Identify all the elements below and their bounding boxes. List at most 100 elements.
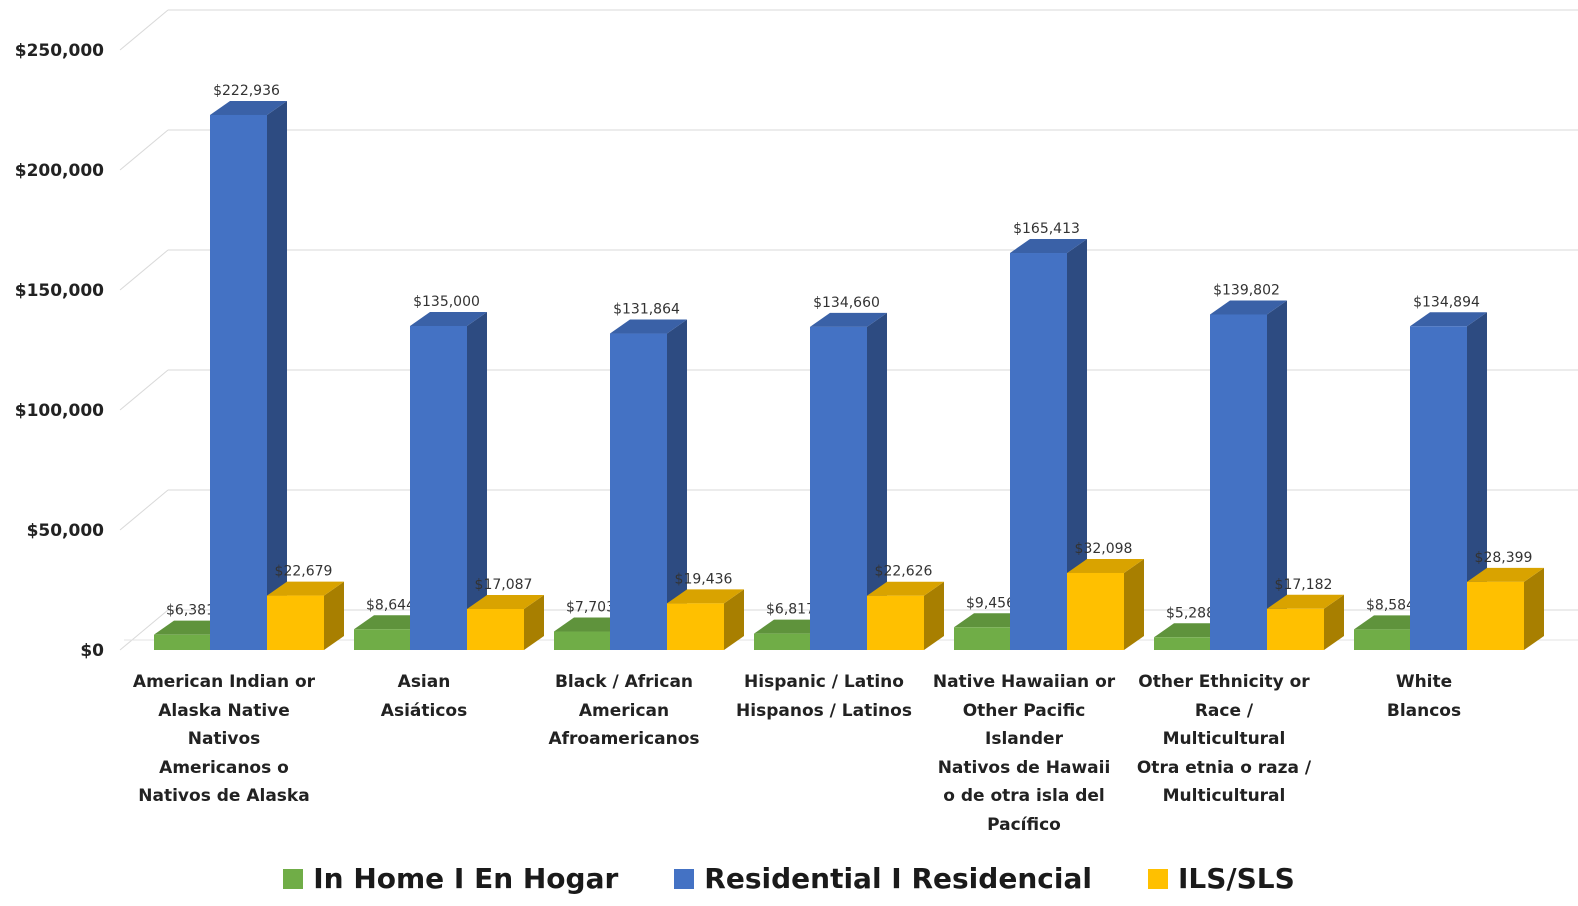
bar-side: [924, 581, 944, 650]
data-label: $131,864: [613, 302, 680, 318]
bar: [1010, 253, 1067, 651]
bar-side: [724, 589, 744, 650]
legend-item: ILS/SLS: [1147, 862, 1295, 895]
gridline-depth: [119, 9, 169, 51]
bar-2-1: [467, 594, 544, 650]
gridline-depth: [119, 489, 169, 531]
bar-top: [667, 589, 744, 604]
bar-2-0: [267, 581, 344, 650]
data-label: $17,182: [1275, 577, 1333, 593]
bar-side: [1124, 558, 1144, 650]
bar-side: [867, 312, 887, 650]
bar-top: [210, 100, 287, 115]
legend-item: In Home I En Hogar: [283, 862, 618, 895]
bar-1-3: [810, 312, 887, 650]
data-label: $6,381: [166, 603, 215, 619]
legend-swatch: [1147, 868, 1168, 889]
bar-1-2: [610, 319, 687, 650]
category-label: American Indian or Alaska Native Nativos…: [132, 672, 316, 806]
data-label: $28,399: [1475, 550, 1533, 566]
bar-2-5: [1267, 594, 1344, 650]
gridline-depth: [119, 129, 169, 171]
category-label: Other Ethnicity or Race / Multicultural …: [1136, 672, 1312, 806]
bar-side: [467, 312, 487, 650]
data-label: $9,456: [966, 595, 1015, 611]
category-label: Black / African American Afroamericanos: [548, 672, 700, 749]
bar: [1354, 629, 1411, 650]
bar-top: [1210, 300, 1287, 315]
bar: [1267, 608, 1324, 650]
data-label: $8,584: [1366, 597, 1415, 613]
data-label: $7,703: [566, 600, 615, 616]
bar-1-1: [410, 312, 487, 650]
bar-2-6: [1467, 567, 1544, 650]
bar-side: [1267, 300, 1287, 650]
y-tick-label: $50,000: [27, 521, 105, 541]
data-label: $22,626: [875, 564, 933, 580]
bar-top: [1467, 567, 1544, 582]
y-tick-label: $100,000: [15, 401, 104, 421]
bar-top: [1010, 239, 1087, 254]
bar-1-0: [210, 100, 287, 650]
data-label: $8,644: [366, 597, 415, 613]
data-label: $22,679: [275, 564, 333, 580]
data-label: $5,288: [1166, 605, 1215, 621]
data-label: $134,660: [813, 295, 880, 311]
bar-top: [610, 319, 687, 334]
bar-side: [1067, 239, 1087, 651]
category-label: Native Hawaiian or Other Pacific Islande…: [932, 672, 1116, 835]
gridline-depth: [119, 249, 169, 291]
bar-side: [324, 581, 344, 650]
bar: [1210, 314, 1267, 650]
data-label: $165,413: [1013, 221, 1080, 237]
bar-side: [1524, 567, 1544, 650]
data-label: $135,000: [413, 294, 480, 310]
bar-2-2: [667, 589, 744, 650]
bar: [410, 326, 467, 650]
gridline-depth: [119, 609, 169, 651]
bar: [1467, 581, 1524, 650]
bar: [1067, 572, 1124, 650]
bar-top: [1067, 558, 1144, 573]
bar: [1154, 637, 1211, 650]
bar: [667, 603, 724, 650]
bar: [867, 595, 924, 650]
bar-side: [1324, 594, 1344, 650]
bar: [154, 634, 211, 650]
bar-top: [267, 581, 344, 596]
data-label: $222,936: [213, 83, 280, 99]
y-tick-label: $150,000: [15, 281, 104, 301]
category-label: White Blancos: [1386, 672, 1462, 721]
data-label: $6,817: [766, 602, 815, 618]
bar-top: [810, 312, 887, 327]
bar-side: [267, 100, 287, 650]
legend-swatch: [283, 868, 304, 889]
legend: In Home I En Hogar Residential I Residenc…: [0, 862, 1578, 895]
legend-label: ILS/SLS: [1177, 862, 1295, 895]
category-label: Asian Asiáticos: [380, 672, 468, 721]
bar-top: [867, 581, 944, 596]
bar-top: [410, 312, 487, 326]
bar: [610, 333, 667, 650]
data-label: $134,894: [1413, 294, 1480, 310]
data-label: $19,436: [675, 571, 733, 587]
bar: [267, 595, 324, 650]
bar: [554, 631, 611, 650]
bar-side: [667, 319, 687, 650]
bar: [754, 633, 811, 650]
data-label: $32,098: [1075, 541, 1133, 557]
bar: [954, 627, 1011, 650]
bar: [467, 608, 524, 650]
bar-1-4: [1010, 239, 1087, 651]
bar: [1410, 326, 1467, 650]
bar-top: [467, 594, 544, 609]
bar-2-3: [867, 581, 944, 650]
bar-side: [524, 594, 544, 650]
bar: [810, 326, 867, 650]
bar-2-4: [1067, 558, 1144, 650]
data-label: $17,087: [475, 577, 533, 593]
legend-swatch: [674, 868, 695, 889]
bar-side: [1467, 312, 1487, 650]
